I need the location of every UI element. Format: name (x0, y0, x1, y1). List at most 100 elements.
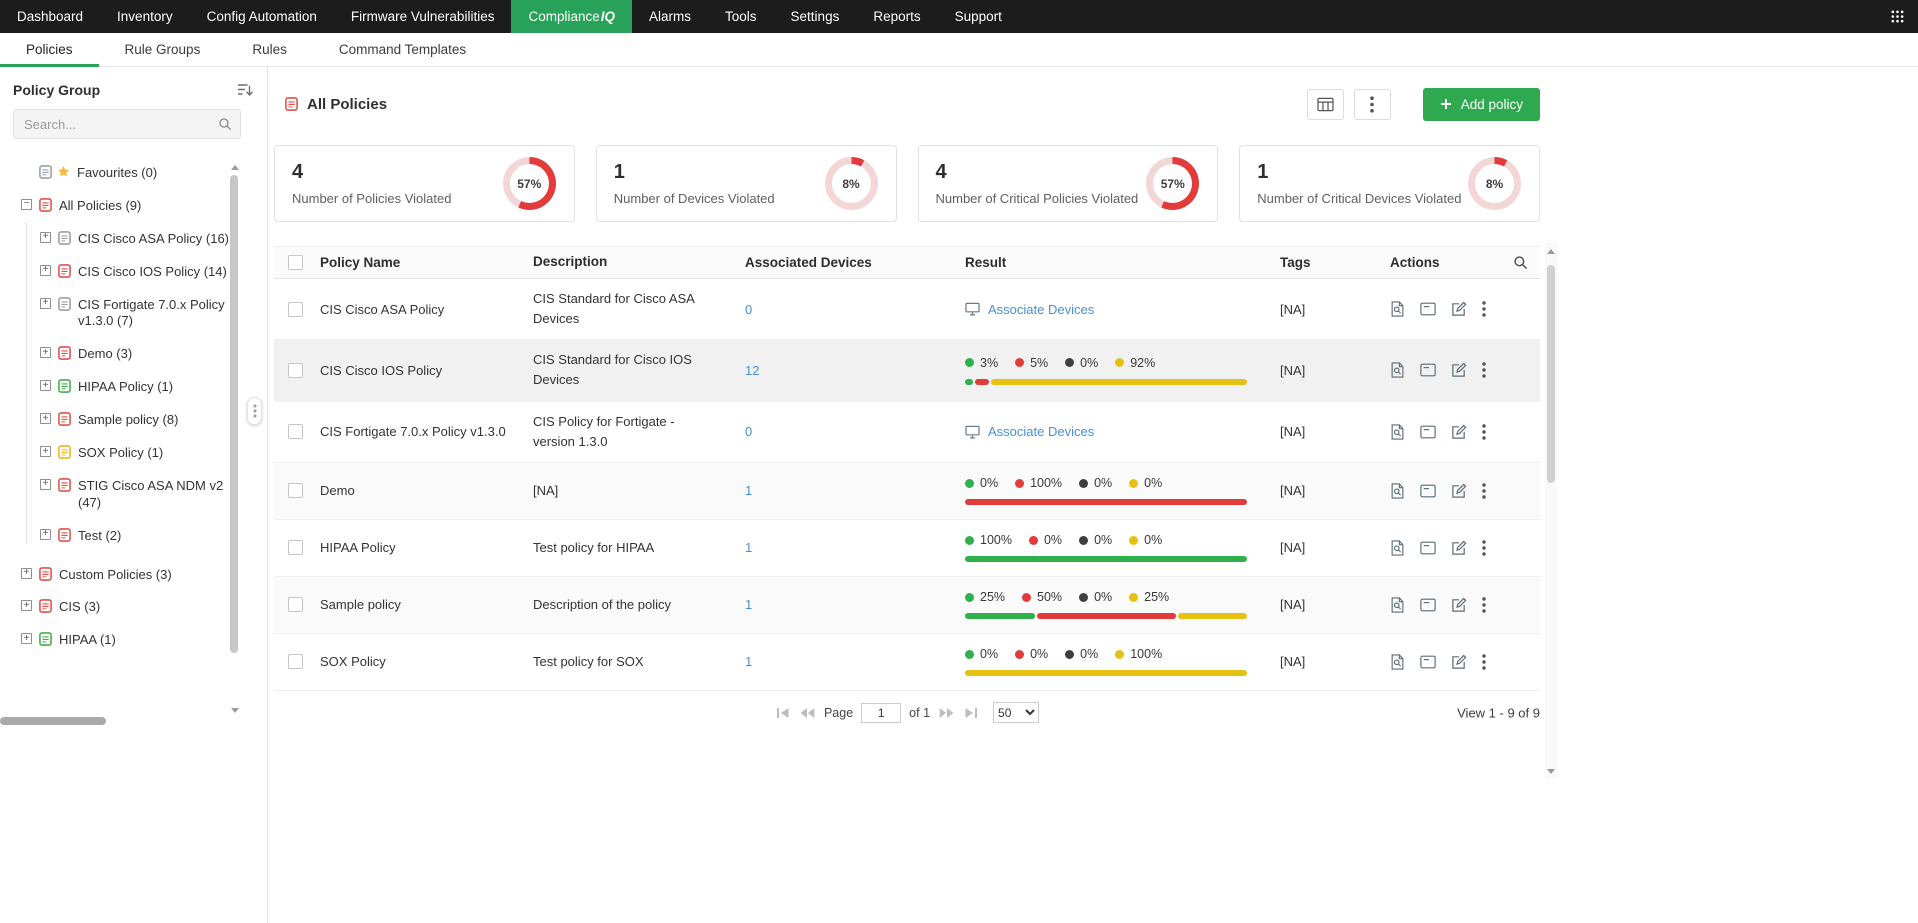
tree-item-cis-cisco-asa-policy-16[interactable]: + CIS Cisco ASA Policy (16) (0, 223, 267, 256)
tree-item-cis-cisco-ios-policy-14[interactable]: + CIS Cisco IOS Policy (14) (0, 256, 267, 289)
expander-plus-icon[interactable]: + (40, 528, 51, 540)
edit-policy-icon[interactable] (1451, 654, 1467, 670)
expander-plus-icon[interactable]: + (40, 446, 51, 458)
scrollbar-thumb[interactable] (230, 175, 238, 653)
report-card-icon[interactable] (1420, 363, 1436, 377)
view-details-icon[interactable] (1390, 654, 1405, 670)
tree-item-demo-3[interactable]: + Demo (3) (0, 338, 267, 371)
nav-item-alarms[interactable]: Alarms (632, 0, 708, 33)
associate-devices-link[interactable]: Associate Devices (988, 424, 1095, 440)
edit-policy-icon[interactable] (1451, 362, 1467, 378)
sort-icon[interactable] (237, 83, 253, 97)
tab-command-templates[interactable]: Command Templates (313, 33, 492, 66)
row-more-icon[interactable] (1482, 654, 1486, 670)
search-icon[interactable] (218, 117, 232, 131)
row-more-icon[interactable] (1482, 362, 1486, 379)
row-more-icon[interactable] (1482, 483, 1486, 499)
nav-item-settings[interactable]: Settings (774, 0, 857, 33)
add-policy-button[interactable]: Add policy (1422, 87, 1540, 121)
scroll-up-icon[interactable] (1545, 245, 1557, 257)
scroll-down-icon[interactable] (1545, 765, 1557, 777)
scrollbar-thumb[interactable] (1547, 265, 1555, 483)
main-vertical-scrollbar[interactable] (1545, 243, 1557, 779)
associated-devices-count[interactable]: 1 (745, 654, 753, 670)
search-input[interactable] (13, 109, 241, 139)
row-more-icon[interactable] (1482, 301, 1486, 317)
expander-plus-icon[interactable]: + (40, 264, 51, 276)
last-page-button[interactable] (963, 706, 979, 720)
row-checkbox[interactable] (288, 597, 303, 613)
expander-plus-icon[interactable]: + (40, 478, 51, 490)
tree-item-hipaa-policy-1[interactable]: + HIPAA Policy (1) (0, 371, 267, 404)
view-details-icon[interactable] (1390, 362, 1405, 379)
row-checkbox[interactable] (288, 362, 303, 378)
row-checkbox[interactable] (288, 301, 303, 317)
edit-policy-icon[interactable] (1451, 597, 1467, 613)
row-checkbox[interactable] (288, 424, 303, 440)
row-checkbox[interactable] (288, 654, 303, 670)
row-more-icon[interactable] (1482, 424, 1486, 440)
view-details-icon[interactable] (1390, 483, 1405, 499)
tree-item-sox-policy-1[interactable]: + SOX Policy (1) (0, 437, 267, 470)
select-all-checkbox[interactable] (288, 255, 303, 270)
nav-item-tools[interactable]: Tools (708, 0, 774, 33)
nav-item-dashboard[interactable]: Dashboard (0, 0, 100, 33)
table-search-icon[interactable] (1513, 255, 1528, 270)
edit-policy-icon[interactable] (1451, 540, 1467, 556)
nav-item-support[interactable]: Support (938, 0, 1019, 33)
sidebar-vertical-scrollbar[interactable] (230, 163, 239, 715)
expander-plus-icon[interactable]: + (21, 600, 32, 612)
associated-devices-count[interactable]: 1 (745, 483, 753, 499)
nav-item-complianceiq[interactable]: Compliance IQ (511, 0, 633, 33)
associated-devices-count[interactable]: 0 (745, 301, 753, 317)
expander-plus-icon[interactable]: + (40, 380, 51, 392)
associated-devices-count[interactable]: 1 (745, 540, 753, 556)
associated-devices-count[interactable]: 1 (745, 597, 753, 613)
expander-plus-icon[interactable]: + (40, 413, 51, 425)
nav-item-inventory[interactable]: Inventory (100, 0, 190, 33)
tree-item-cis-3[interactable]: + CIS (3) (0, 591, 267, 624)
edit-policy-icon[interactable] (1451, 424, 1467, 440)
tree-item-favourites-0[interactable]: Favourites (0) (0, 157, 267, 190)
scroll-up-icon[interactable] (230, 163, 239, 172)
sidebar-horizontal-scrollbar[interactable] (0, 717, 230, 726)
report-card-icon[interactable] (1420, 598, 1436, 612)
sidebar-resize-handle[interactable] (247, 397, 262, 425)
tree-item-sample-policy-8[interactable]: + Sample policy (8) (0, 404, 267, 437)
associated-devices-count[interactable]: 0 (745, 424, 753, 440)
expander-minus-icon[interactable]: − (21, 198, 32, 210)
tree-item-custom-policies-3[interactable]: + Custom Policies (3) (0, 559, 267, 592)
scrollbar-thumb[interactable] (0, 717, 106, 725)
nav-item-config-automation[interactable]: Config Automation (190, 0, 334, 33)
report-card-icon[interactable] (1420, 541, 1436, 555)
view-details-icon[interactable] (1390, 301, 1405, 317)
next-page-button[interactable] (938, 706, 955, 720)
expander-plus-icon[interactable]: + (21, 633, 32, 645)
tree-item-all-policies-9[interactable]: − All Policies (9) (0, 190, 267, 223)
report-card-icon[interactable] (1420, 484, 1436, 498)
associate-devices-link[interactable]: Associate Devices (988, 301, 1095, 317)
prev-page-button[interactable] (799, 706, 816, 720)
nav-item-firmware-vulnerabilities[interactable]: Firmware Vulnerabilities (334, 0, 512, 33)
apps-grid-icon[interactable] (1891, 10, 1904, 23)
expander-plus-icon[interactable]: + (40, 231, 51, 243)
row-more-icon[interactable] (1482, 597, 1486, 613)
view-details-icon[interactable] (1390, 597, 1405, 613)
associated-devices-count[interactable]: 12 (745, 362, 760, 378)
expander-plus-icon[interactable]: + (40, 297, 51, 309)
tree-item-stig-cisco-asa-ndm-v2-47[interactable]: + STIG Cisco ASA NDM v2 (47) (0, 470, 267, 520)
tab-policies[interactable]: Policies (0, 33, 99, 67)
view-details-icon[interactable] (1390, 540, 1405, 556)
more-options-button[interactable] (1353, 88, 1391, 120)
tab-rules[interactable]: Rules (226, 33, 313, 66)
table-view-button[interactable] (1306, 88, 1344, 120)
edit-policy-icon[interactable] (1451, 301, 1467, 317)
row-more-icon[interactable] (1482, 540, 1486, 556)
edit-policy-icon[interactable] (1451, 483, 1467, 499)
report-card-icon[interactable] (1420, 302, 1436, 316)
tree-item-hipaa-1[interactable]: + HIPAA (1) (0, 624, 267, 657)
report-card-icon[interactable] (1420, 425, 1436, 439)
page-size-select[interactable]: 50 (993, 702, 1040, 724)
tree-item-cis-fortigate-7-0-x-policy-v1-3-0-7[interactable]: + CIS Fortigate 7.0.x Policy v1.3.0 (7) (0, 289, 267, 339)
report-card-icon[interactable] (1420, 655, 1436, 669)
